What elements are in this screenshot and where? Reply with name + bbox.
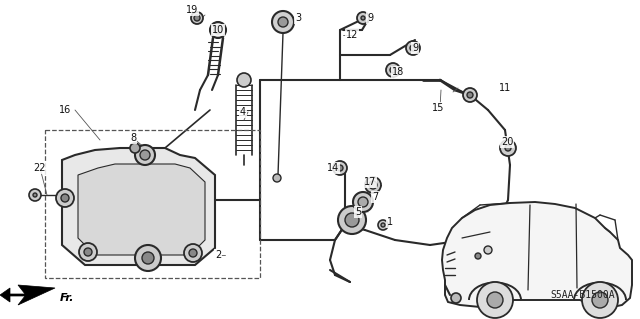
Text: Fr.: Fr. [60, 293, 74, 303]
Circle shape [386, 63, 400, 77]
Text: 20: 20 [501, 137, 513, 147]
Polygon shape [62, 148, 215, 265]
Text: S5AA-B1500A: S5AA-B1500A [550, 290, 615, 300]
Circle shape [191, 12, 203, 24]
Circle shape [61, 194, 69, 202]
Circle shape [582, 282, 618, 318]
Text: 9: 9 [367, 13, 373, 23]
Circle shape [194, 15, 200, 21]
Text: 10: 10 [212, 25, 224, 35]
Circle shape [353, 192, 373, 212]
Circle shape [214, 26, 222, 34]
Circle shape [337, 165, 343, 171]
Circle shape [475, 253, 481, 259]
Circle shape [333, 161, 347, 175]
Polygon shape [442, 202, 632, 308]
Circle shape [365, 177, 381, 193]
Circle shape [345, 213, 359, 227]
Text: 11: 11 [499, 83, 511, 93]
Circle shape [278, 17, 288, 27]
Circle shape [592, 292, 608, 308]
Circle shape [381, 223, 385, 227]
Circle shape [505, 145, 511, 151]
Circle shape [463, 88, 477, 102]
Circle shape [142, 252, 154, 264]
Circle shape [390, 67, 396, 73]
Circle shape [140, 150, 150, 160]
Circle shape [84, 248, 92, 256]
Text: 17: 17 [364, 177, 376, 187]
Bar [45, 130, 260, 278]
Circle shape [135, 145, 155, 165]
Circle shape [210, 22, 226, 38]
Circle shape [237, 73, 251, 87]
Circle shape [484, 246, 492, 254]
Circle shape [29, 189, 41, 201]
Circle shape [451, 293, 461, 303]
Circle shape [33, 193, 37, 197]
Text: 15: 15 [432, 103, 444, 113]
Text: 7: 7 [372, 192, 378, 202]
Circle shape [130, 143, 140, 153]
Text: 3: 3 [295, 13, 301, 23]
Circle shape [406, 41, 420, 55]
Circle shape [467, 92, 473, 98]
Text: 19: 19 [186, 5, 198, 15]
Circle shape [338, 206, 366, 234]
Circle shape [361, 16, 365, 20]
Text: 22: 22 [34, 163, 46, 173]
Text: 4: 4 [240, 107, 246, 117]
Polygon shape [78, 164, 205, 255]
Circle shape [369, 181, 377, 189]
Circle shape [378, 220, 388, 230]
Text: 9: 9 [412, 43, 418, 53]
Text: 1: 1 [387, 217, 393, 227]
Text: 16: 16 [59, 105, 71, 115]
Text: 8: 8 [130, 133, 136, 143]
Circle shape [410, 45, 416, 51]
Circle shape [477, 282, 513, 318]
Text: 2: 2 [215, 250, 221, 260]
Circle shape [487, 292, 503, 308]
Circle shape [79, 243, 97, 261]
Circle shape [500, 140, 516, 156]
Circle shape [357, 12, 369, 24]
Polygon shape [0, 285, 55, 305]
Circle shape [135, 245, 161, 271]
Text: 14: 14 [327, 163, 339, 173]
Circle shape [184, 244, 202, 262]
Circle shape [56, 189, 74, 207]
Circle shape [272, 11, 294, 33]
Circle shape [273, 174, 281, 182]
Circle shape [189, 249, 197, 257]
Text: 12: 12 [346, 30, 358, 40]
Text: 18: 18 [392, 67, 404, 77]
Text: 5: 5 [355, 207, 361, 217]
Circle shape [358, 197, 368, 207]
